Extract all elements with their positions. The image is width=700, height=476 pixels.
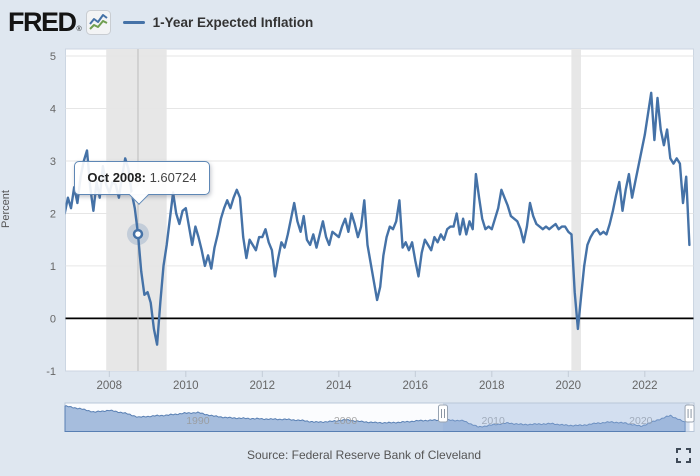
y-tick-label: 5 [50,51,56,63]
y-axis-title: Percent [0,190,12,228]
x-tick-label: 2012 [250,380,276,392]
navigator-decade-label: 2010 [482,415,506,427]
navigator-decade-label: 2000 [334,415,358,427]
fred-logo-chart-icon [85,9,111,35]
series-line[interactable] [65,91,691,346]
legend-line-marker-icon [122,20,145,24]
y-tick-label: 1 [50,261,56,273]
recession-band [106,49,167,371]
navigator-decade-label: 1990 [186,415,210,427]
tooltip: Oct 2008: 1.60724 [74,161,210,205]
tooltip-date: Oct 2008 [87,170,142,185]
x-tick-label: 2022 [632,380,658,392]
x-tick-label: 2014 [326,380,352,392]
x-tick-label: 2010 [173,380,199,392]
tooltip-value: 1.60724 [149,170,197,185]
x-tick-label: 2020 [556,380,582,392]
y-tick-label: -1 [46,366,56,378]
marker-dot[interactable] [132,228,144,240]
navigator-handle-right[interactable] [684,404,695,423]
legend-label: 1-Year Expected Inflation [152,14,314,30]
navigator-decade-label: 2020 [629,415,653,427]
navigator-handle-left[interactable] [437,404,448,423]
x-tick-label: 2016 [403,380,429,392]
navigator-selection[interactable] [442,403,690,432]
fred-logo[interactable]: FRED [8,7,77,37]
y-tick-label: 3 [50,156,56,168]
tooltip-separator: : [141,170,150,185]
source-link[interactable]: Source: Federal Reserve Bank of Clevelan… [246,448,482,462]
navigator-area [64,405,686,432]
x-tick-label: 2008 [97,380,123,392]
registered-trademark: ® [76,26,82,33]
y-tick-label: 0 [50,313,56,325]
x-tick-label: 2018 [479,380,505,392]
fullscreen-icon[interactable] [676,448,691,463]
y-tick-label: 4 [50,104,56,116]
legend-item[interactable]: 1-Year Expected Inflation [122,14,314,30]
y-tick-label: 2 [50,208,56,220]
recession-band [571,49,581,371]
chart-header: FRED ® 1-Year Expected Inflation [8,4,313,40]
